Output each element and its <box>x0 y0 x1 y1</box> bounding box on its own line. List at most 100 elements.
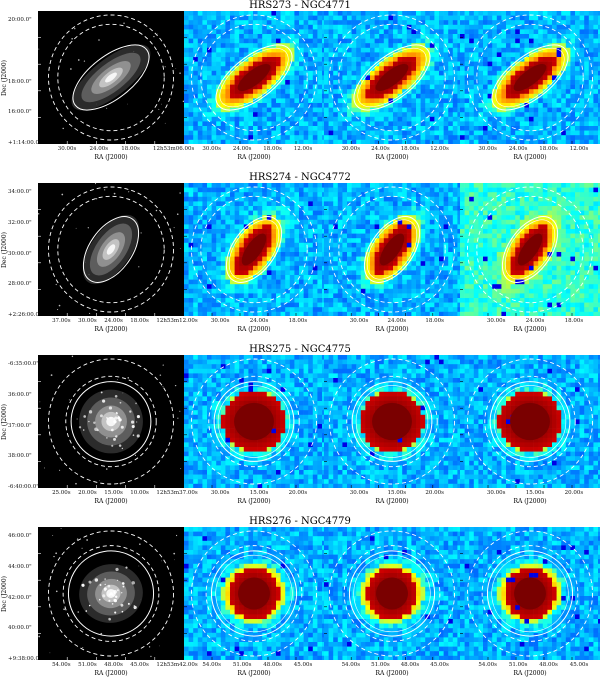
hii-knot <box>118 444 122 447</box>
hii-knot <box>104 578 106 580</box>
ra-tick-label: 54.00s <box>341 662 361 668</box>
field-star <box>138 266 140 268</box>
field-star <box>58 304 61 307</box>
hii-knot <box>110 428 114 432</box>
inner-annulus-ring <box>65 375 157 468</box>
hii-knot <box>116 579 119 581</box>
hii-knot <box>113 437 116 441</box>
hii-knot <box>117 415 120 418</box>
hii-knot <box>131 424 135 429</box>
inner-annulus-ring <box>208 375 300 468</box>
field-star <box>162 364 164 366</box>
ra-tick-label: 30.00s <box>349 318 369 324</box>
dec-tick-label: 37:00.0" <box>8 422 32 429</box>
ra-tick-label: 24.00s <box>232 146 252 152</box>
field-star <box>94 183 97 185</box>
hii-knot <box>121 582 125 585</box>
aperture-ellipse-inner <box>219 47 289 108</box>
galaxy-optical <box>82 214 140 285</box>
hii-knot <box>111 593 114 597</box>
ra-tick-label: 12h53m06.00s <box>152 146 195 152</box>
aperture-ellipse <box>210 550 298 637</box>
hii-knot <box>133 605 137 610</box>
hii-knot <box>104 589 107 592</box>
ra-tick-label: 30.00s <box>57 146 77 152</box>
dec-tick-label: 42:00.0" <box>8 594 32 601</box>
ra-axis-label: RA (J2000) <box>237 154 271 161</box>
hii-knot <box>93 421 96 425</box>
ra-axis-label: RA (J2000) <box>513 326 547 333</box>
outer-annulus-ring <box>191 530 317 657</box>
hii-knot <box>115 435 118 438</box>
hii-knot <box>136 421 138 423</box>
row-title: HRS274 - NGC4772 <box>249 172 351 183</box>
ra-tick-label: 54.00s <box>202 662 221 668</box>
galaxy-optical <box>79 564 143 623</box>
panel-image <box>184 11 324 144</box>
panel-image <box>460 355 600 488</box>
field-star <box>173 227 175 229</box>
aperture-ellipse <box>67 550 155 637</box>
ra-axis-label: RA (J2000) <box>237 326 271 333</box>
field-star <box>70 68 72 70</box>
row-title: HRS276 - NGC4779 <box>249 516 351 527</box>
ra-tick-label: 30.00s <box>486 490 506 496</box>
hii-knot <box>121 610 124 613</box>
ra-tick-label: 30.00s <box>78 318 97 324</box>
field-star <box>77 611 79 613</box>
field-star <box>164 66 166 68</box>
inner-annulus-ring <box>62 545 160 642</box>
dec-axis-label: Dec (J2000) <box>1 575 8 612</box>
field-star <box>71 38 73 40</box>
ra-tick-label: 30.00s <box>341 146 361 152</box>
field-star <box>155 209 158 212</box>
ra-axis-label: RA (J2000) <box>375 154 409 161</box>
inner-annulus-ring <box>481 545 579 642</box>
ra-tick-label: 48.00s <box>400 662 420 668</box>
inner-annulus-ring <box>200 195 308 304</box>
ra-tick-label: 24.00s <box>371 146 390 152</box>
field-star <box>159 374 162 376</box>
dec-axis-label: Dec (J2000) <box>1 231 8 268</box>
field-star <box>60 528 62 529</box>
field-star <box>159 645 160 647</box>
panel-image <box>184 355 324 488</box>
field-star <box>175 534 178 537</box>
ra-tick-label: 24.00s <box>249 318 269 324</box>
ra-axis-label: RA (J2000) <box>237 670 271 677</box>
ra-tick-label: 24.00s <box>525 318 545 324</box>
inner-annulus-ring <box>57 195 165 304</box>
hii-knot <box>131 581 135 585</box>
ra-axis-label: RA (J2000) <box>513 154 547 161</box>
field-star <box>76 538 79 540</box>
hii-knot <box>113 598 116 602</box>
aperture-ellipse <box>489 381 571 462</box>
ra-tick-label: 12.00s <box>569 146 589 152</box>
ir-band-panel-3 <box>460 355 600 488</box>
ra-tick-label: 12.00s <box>293 146 313 152</box>
field-star <box>38 48 40 50</box>
outer-annulus-ring <box>48 14 174 141</box>
panel-image <box>38 11 184 144</box>
ra-tick-label: 18.00s <box>564 318 584 324</box>
ra-axis-label: RA (J2000) <box>237 498 271 505</box>
ir-band-panel-2 <box>324 355 460 488</box>
ra-tick-label: 15.00s <box>525 490 545 496</box>
inner-annulus-ring <box>346 375 438 468</box>
field-star <box>76 418 78 420</box>
field-star <box>176 213 179 215</box>
dec-tick-label: 44:00.0" <box>8 563 32 570</box>
ra-tick-label: 24.00s <box>508 146 528 152</box>
field-star <box>77 59 80 61</box>
ra-axis-label: RA (J2000) <box>375 498 409 505</box>
hii-knot <box>120 603 124 607</box>
ra-tick-label: 18.00s <box>288 318 308 324</box>
field-star <box>150 655 152 658</box>
field-star <box>38 635 41 638</box>
outer-annulus-ring <box>329 186 455 313</box>
ra-tick-label: 15.00s <box>104 490 123 496</box>
hii-knot <box>109 417 112 419</box>
dec-tick-label: 40:00.0" <box>8 625 32 632</box>
aperture-ellipse-inner <box>353 554 431 633</box>
source-core <box>375 63 409 92</box>
